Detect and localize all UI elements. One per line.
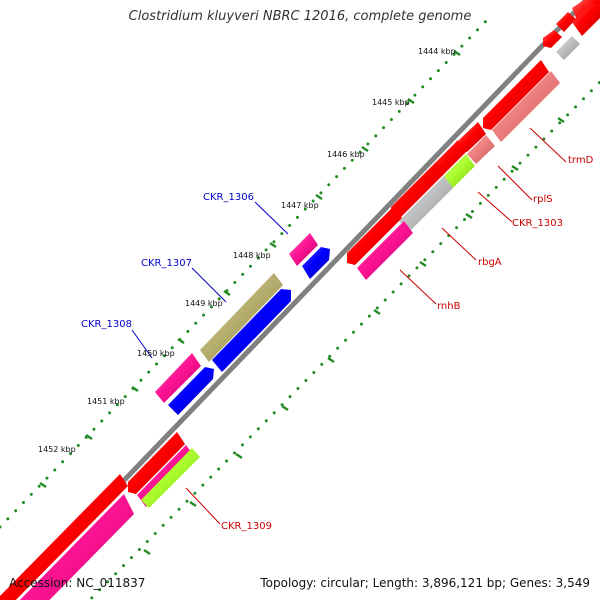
label-connectors: [131, 127, 567, 525]
gene-label-rnhB[interactable]: rnhB: [437, 301, 461, 312]
gene-trmD-partner[interactable]: [492, 71, 560, 142]
gene-forward-blue-3[interactable]: [168, 367, 214, 415]
gene-label-ckr-1306[interactable]: CKR_1306: [203, 192, 254, 203]
genome-info-text: Topology: circular; Length: 3,896,121 bp…: [260, 576, 590, 590]
gene-forward-blue-1[interactable]: [302, 247, 330, 279]
tick-label: 1450 kbp: [137, 349, 175, 358]
forward-gene-labels: CKR_1306 CKR_1307 CKR_1308: [81, 192, 254, 330]
tick-labels: 1444 kbp 1445 kbp 1446 kbp 1447 kbp 1448…: [38, 47, 456, 454]
forward-strand-genes: [155, 233, 330, 415]
accession-text: Accession: NC_011837: [9, 576, 146, 590]
gene-forward-blue-2[interactable]: [212, 289, 291, 372]
gene-reverse-pink-b[interactable]: [10, 494, 134, 600]
gene-label-rbgA[interactable]: rbgA: [478, 257, 502, 268]
gene-ckr-1306[interactable]: [289, 233, 318, 266]
gene-reverse-red-a[interactable]: [556, 12, 576, 32]
gene-label-ckr-1303[interactable]: CKR_1303: [512, 218, 563, 229]
tick-marks: [39, 50, 565, 555]
gene-label-trmD[interactable]: trmD: [568, 155, 594, 166]
gene-reverse-gray-a[interactable]: [556, 36, 580, 60]
gene-rplS-red[interactable]: [459, 122, 486, 152]
gene-label-rplS[interactable]: rplS: [533, 194, 553, 205]
tick-label: 1452 kbp: [38, 445, 76, 454]
gene-ckr-1307[interactable]: [200, 273, 283, 362]
gene-label-ckr-1307[interactable]: CKR_1307: [141, 258, 192, 269]
tick-dots: [0, 18, 600, 600]
tick-label: 1444 kbp: [418, 47, 456, 56]
gene-ckr-1308[interactable]: [155, 353, 201, 403]
gene-trmD[interactable]: [483, 60, 549, 130]
gene-label-ckr-1309[interactable]: CKR_1309: [221, 521, 272, 532]
gene-reverse-red-d[interactable]: [572, 4, 600, 36]
gene-ckr-1309[interactable]: [141, 448, 200, 508]
tick-label: 1445 kbp: [372, 98, 410, 107]
gene-rplS[interactable]: [467, 135, 495, 164]
gene-reverse-red-e[interactable]: [434, 140, 466, 176]
gene-rnhB[interactable]: [357, 221, 413, 280]
tick-label: 1449 kbp: [185, 299, 223, 308]
gene-rbgA[interactable]: [399, 176, 453, 233]
tick-label: 1447 kbp: [281, 201, 319, 210]
gene-reverse-red-c[interactable]: [543, 30, 562, 48]
gene-reverse-red-i[interactable]: [0, 474, 128, 600]
gene-reverse-red-h[interactable]: [128, 432, 185, 494]
gene-reverse-red-g[interactable]: [347, 206, 402, 265]
map-title: Clostridium kluyveri NBRC 12016, complet…: [128, 9, 472, 24]
tick-label: 1451 kbp: [87, 397, 125, 406]
tick-label: 1446 kbp: [327, 150, 365, 159]
gene-label-ckr-1308[interactable]: CKR_1308: [81, 319, 132, 330]
tick-label: 1448 kbp: [233, 251, 271, 260]
reverse-gene-labels: trmD rplS CKR_1303 rbgA rnhB CKR_1309: [221, 155, 594, 532]
gene-ckr-1303[interactable]: [442, 154, 475, 190]
gene-reverse-red-f[interactable]: [391, 162, 444, 219]
